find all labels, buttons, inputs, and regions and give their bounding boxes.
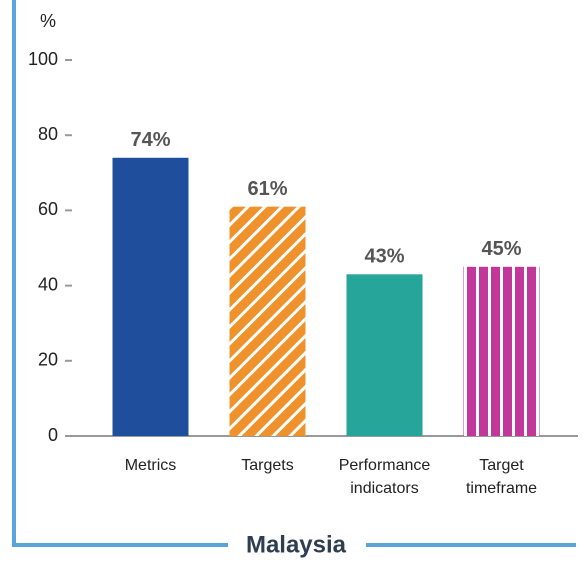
x-tick-label: Target timeframe xyxy=(466,457,537,497)
bar xyxy=(112,157,189,436)
bar xyxy=(463,266,540,436)
y-tick-label: 60 xyxy=(38,199,58,219)
x-tick-label: Metrics xyxy=(125,457,177,474)
x-tick-label: Performance indicators xyxy=(339,457,431,497)
bar xyxy=(346,274,423,436)
value-label: 61% xyxy=(247,178,287,200)
chart-title: Malaysia xyxy=(246,531,347,558)
x-tick-label: Targets xyxy=(241,457,293,474)
y-axis-label: % xyxy=(40,11,56,31)
value-label: 43% xyxy=(364,246,404,268)
value-label: 45% xyxy=(481,238,521,260)
y-tick-label: 0 xyxy=(48,425,58,445)
bar xyxy=(229,206,306,436)
y-tick-label: 100 xyxy=(28,49,58,69)
y-tick-label: 20 xyxy=(38,350,58,370)
value-label: 74% xyxy=(130,129,170,151)
y-tick-label: 80 xyxy=(38,124,58,144)
y-tick-label: 40 xyxy=(38,274,58,294)
